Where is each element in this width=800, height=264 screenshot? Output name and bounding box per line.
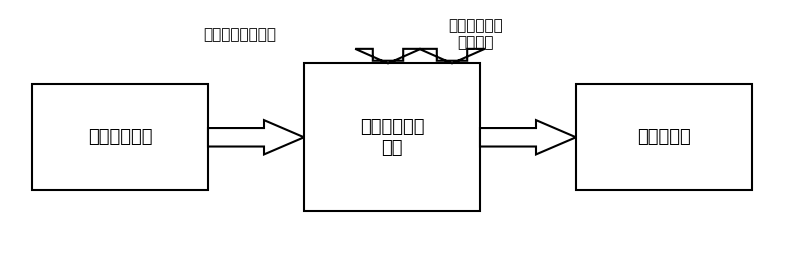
Text: 数据方法进行
参数辨识: 数据方法进行 参数辨识 (449, 18, 503, 50)
Bar (576, 84, 752, 190)
Bar (304, 63, 480, 211)
Text: 带参数的机理
模型: 带参数的机理 模型 (360, 118, 424, 157)
Polygon shape (208, 120, 304, 154)
Text: 机理方法进行分析: 机理方法进行分析 (203, 27, 277, 42)
Polygon shape (419, 49, 485, 63)
Polygon shape (355, 49, 421, 63)
Text: 输入输出数据: 输入输出数据 (88, 128, 152, 146)
Polygon shape (480, 120, 576, 154)
Text: 软测量模型: 软测量模型 (637, 128, 691, 146)
Bar (32, 84, 208, 190)
